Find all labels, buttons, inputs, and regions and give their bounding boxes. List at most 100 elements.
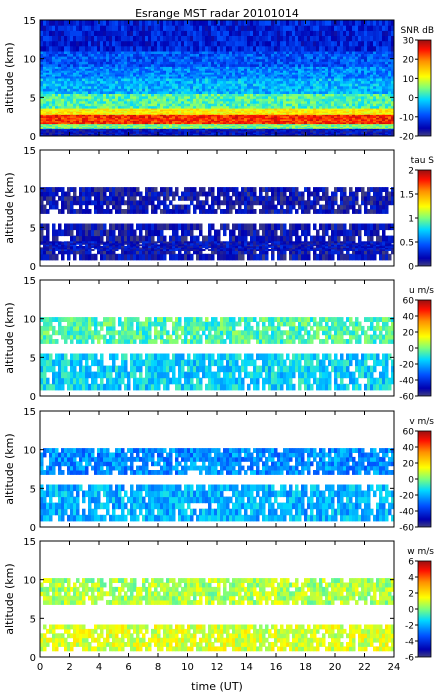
heatmap-cell: [205, 114, 209, 117]
heatmap-cell: [304, 93, 308, 97]
heatmap-cell: [109, 115, 113, 118]
heatmap-cell: [67, 68, 71, 71]
heatmap-cell: [100, 78, 104, 82]
heatmap-cell: [115, 80, 119, 84]
heatmap-cell: [106, 113, 110, 115]
heatmap-cell: [253, 125, 257, 128]
heatmap-cell: [85, 111, 89, 113]
heatmap-cell: [325, 112, 329, 114]
heatmap-cell: [364, 66, 368, 69]
heatmap-cell: [160, 100, 164, 104]
heatmap-cell: [43, 63, 47, 67]
heatmap-cell: [253, 123, 257, 125]
heatmap-cell: [43, 124, 47, 126]
heatmap-cell: [319, 72, 323, 75]
heatmap-cell: [298, 68, 302, 71]
heatmap-cell: [265, 103, 269, 107]
heatmap-cell: [325, 133, 329, 136]
heatmap-cell: [79, 85, 83, 89]
heatmap-cell: [73, 119, 77, 121]
heatmap-cell: [64, 108, 68, 110]
heatmap-cell: [229, 70, 233, 73]
heatmap-cell: [301, 110, 305, 112]
heatmap-cell: [298, 126, 302, 128]
heatmap-cell: [229, 93, 233, 97]
heatmap-cell: [256, 76, 260, 79]
heatmap-cell: [139, 76, 143, 79]
heatmap-cell: [367, 103, 371, 107]
heatmap-cell: [388, 85, 392, 89]
heatmap-cell: [187, 129, 191, 132]
heatmap-cell: [73, 83, 77, 87]
heatmap-cell: [187, 113, 191, 115]
heatmap-cell: [214, 66, 218, 69]
heatmap-cell: [145, 126, 149, 128]
heatmap-cell: [115, 110, 119, 112]
heatmap-cell: [118, 128, 122, 131]
heatmap-cell: [247, 125, 251, 127]
heatmap-cell: [79, 119, 83, 121]
heatmap-cell: [268, 100, 272, 104]
heatmap-cell: [181, 90, 185, 94]
heatmap-cell: [259, 114, 263, 117]
heatmap-cell: [145, 72, 149, 75]
heatmap-cell: [391, 93, 395, 97]
heatmap-cell: [259, 88, 263, 92]
heatmap-cell: [127, 129, 131, 132]
heatmap-cell: [142, 123, 146, 125]
heatmap-cell: [211, 108, 215, 110]
heatmap-cell: [391, 113, 395, 115]
heatmap-cell: [346, 88, 350, 92]
heatmap-cell: [340, 120, 344, 123]
heatmap-cell: [190, 114, 194, 117]
heatmap-cell: [220, 90, 224, 94]
heatmap-cell: [196, 74, 200, 77]
heatmap-cell: [235, 112, 239, 114]
heatmap-cell: [283, 120, 287, 123]
heatmap-cell: [250, 125, 254, 128]
heatmap-cell: [214, 125, 218, 127]
heatmap-cell: [82, 111, 86, 113]
heatmap-cell: [370, 132, 374, 134]
heatmap-cell: [193, 132, 197, 134]
heatmap-cell: [82, 95, 86, 99]
heatmap-cell: [163, 124, 167, 126]
heatmap-cell: [148, 115, 152, 118]
heatmap-cell: [232, 117, 236, 120]
heatmap-cell: [319, 109, 323, 111]
heatmap-cell: [145, 127, 149, 129]
heatmap-cell: [274, 113, 278, 115]
heatmap-cell: [283, 108, 287, 110]
heatmap-cell: [181, 76, 185, 79]
heatmap-cell: [250, 108, 254, 110]
heatmap-cell: [148, 76, 152, 79]
heatmap-cell: [358, 74, 362, 77]
heatmap-cell: [259, 123, 263, 125]
heatmap-cell: [388, 127, 392, 129]
heatmap-cell: [322, 133, 326, 136]
heatmap-cell: [241, 74, 245, 77]
heatmap-cell: [61, 68, 65, 71]
heatmap-cell: [160, 122, 164, 125]
heatmap-cell: [49, 113, 53, 115]
heatmap-cell: [115, 100, 119, 104]
heatmap-cell: [223, 78, 227, 82]
heatmap-cell: [43, 93, 47, 97]
heatmap-cell: [241, 95, 245, 99]
heatmap-cell: [289, 88, 293, 92]
heatmap-cell: [163, 129, 167, 132]
heatmap-cell: [379, 93, 383, 97]
heatmap-cell: [55, 119, 59, 121]
heatmap-cell: [271, 124, 275, 126]
heatmap-cell: [298, 128, 302, 131]
heatmap-cell: [49, 98, 53, 102]
heatmap-cell: [85, 130, 89, 133]
heatmap-cell: [73, 113, 77, 115]
heatmap-cell: [244, 113, 248, 115]
heatmap-cell: [226, 126, 230, 128]
heatmap-cell: [277, 122, 281, 125]
heatmap-cell: [334, 109, 338, 111]
heatmap-cell: [376, 72, 380, 75]
heatmap-cell: [238, 122, 242, 125]
heatmap-cell: [76, 120, 80, 123]
